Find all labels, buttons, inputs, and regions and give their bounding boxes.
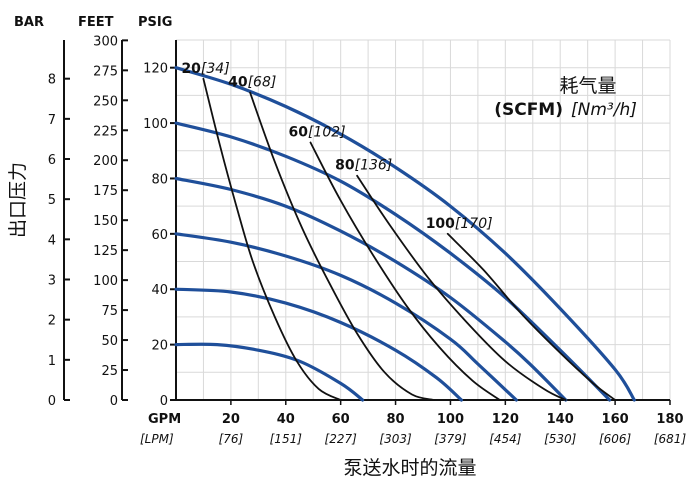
air-curve-label-20: 20[34]	[181, 61, 229, 77]
psig-unit-header: PSIG	[138, 15, 172, 30]
lpm-tick-label: [681]	[654, 432, 687, 446]
legend-unit-nm3h: [Nm³/h]	[571, 100, 637, 120]
lpm-unit-label: [LPM]	[140, 432, 174, 446]
lpm-tick-label: [76]	[219, 432, 244, 446]
lpm-tick-label: [151]	[270, 432, 303, 446]
feet-tick-label: 75	[101, 304, 118, 319]
legend-title: 耗气量	[559, 75, 616, 97]
bar-tick-label: 6	[48, 153, 56, 168]
pressure-curves	[174, 66, 636, 402]
x-axis-label: 泵送水时的流量	[343, 457, 476, 479]
gpm-unit-label: GPM	[148, 412, 181, 427]
feet-tick-label: 275	[93, 64, 118, 79]
gpm-tick-label: 80	[387, 412, 405, 427]
pressure-curve-3	[174, 232, 518, 402]
psig-tick-label: 0	[160, 394, 168, 409]
gpm-tick-label: 120	[492, 412, 519, 427]
feet-tick-label: 25	[101, 364, 118, 379]
bar-tick-label: 3	[48, 274, 56, 289]
gpm-tick-label: 180	[656, 412, 683, 427]
bar-unit-header: BAR	[14, 15, 44, 30]
gpm-tick-label: 160	[602, 412, 629, 427]
air-curve-label-100: 100[170]	[426, 216, 493, 232]
bar-tick-label: 0	[48, 394, 56, 409]
feet-tick-label: 250	[93, 94, 118, 109]
y-axis-label: 出口压力	[7, 162, 29, 238]
pressure-curve-0	[174, 66, 636, 402]
lpm-tick-label: [303]	[379, 432, 412, 446]
gpm-tick-label: 40	[277, 412, 295, 427]
air-curve-label-80: 80[136]	[335, 158, 392, 174]
psig-tick-label: 80	[151, 172, 168, 187]
pressure-curve-1	[174, 121, 612, 402]
gpm-tick-label: 100	[437, 412, 464, 427]
bar-tick-label: 8	[48, 73, 56, 88]
psig-tick-label: 100	[143, 117, 168, 132]
pressure-curve-5	[174, 342, 365, 402]
legend-unit-scfm: (SCFM)	[494, 100, 563, 120]
feet-tick-label: 100	[93, 274, 118, 289]
air-curve-label-40: 40[68]	[228, 75, 276, 91]
bar-tick-label: 7	[48, 113, 56, 128]
lpm-tick-label: [379]	[434, 432, 467, 446]
lpm-tick-label: [530]	[544, 432, 577, 446]
feet-tick-label: 0	[110, 394, 118, 409]
feet-tick-label: 200	[93, 154, 118, 169]
bar-tick-label: 1	[48, 354, 56, 369]
air-curve-20	[202, 77, 342, 401]
psig-tick-label: 120	[143, 62, 168, 77]
gpm-tick-label: 140	[547, 412, 574, 427]
lpm-tick-label: [454]	[489, 432, 522, 446]
psig-tick-label: 20	[151, 339, 168, 354]
air-curve-label-alt-60: [102]	[308, 124, 346, 140]
feet-tick-label: 300	[93, 34, 118, 49]
y-axis-label-group: 出口压力	[7, 162, 29, 238]
feet-unit-header: FEET	[78, 15, 114, 30]
air-curve-60	[309, 141, 501, 401]
pressure-curve-2	[174, 176, 568, 402]
psig-tick-label: 40	[151, 283, 168, 298]
bar-tick-label: 5	[48, 193, 56, 208]
bar-tick-label: 2	[48, 314, 56, 329]
feet-tick-label: 150	[93, 214, 118, 229]
air-curve-80	[356, 174, 567, 401]
psig-tick-label: 60	[151, 228, 168, 243]
pressure-curve-4	[174, 287, 463, 402]
air-curve-label-alt-80: [136]	[355, 158, 393, 174]
gpm-tick-label: 20	[222, 412, 240, 427]
feet-tick-label: 125	[93, 244, 118, 259]
air-curve-label-alt-100: [170]	[455, 216, 493, 232]
air-curve-40	[249, 91, 435, 401]
air-curve-label-60: 60[102]	[288, 124, 345, 140]
gpm-tick-label: 60	[332, 412, 350, 427]
air-curve-label-alt-40: [68]	[248, 75, 277, 91]
axes: 0204060801001200255075100125150175200225…	[48, 34, 687, 446]
feet-tick-label: 175	[93, 184, 118, 199]
feet-tick-label: 50	[101, 334, 118, 349]
air-consumption-curves	[202, 77, 616, 401]
bar-tick-label: 4	[48, 233, 56, 248]
lpm-tick-label: [606]	[599, 432, 632, 446]
lpm-tick-label: [227]	[325, 432, 358, 446]
air-curve-100	[446, 232, 616, 401]
plot-grid	[176, 39, 671, 400]
feet-tick-label: 225	[93, 124, 118, 139]
air-consumption-labels: 20[34]40[68] 60[102] 80[136] 100[170]	[181, 61, 492, 232]
air-curve-label-alt-20: [34]	[201, 61, 230, 77]
